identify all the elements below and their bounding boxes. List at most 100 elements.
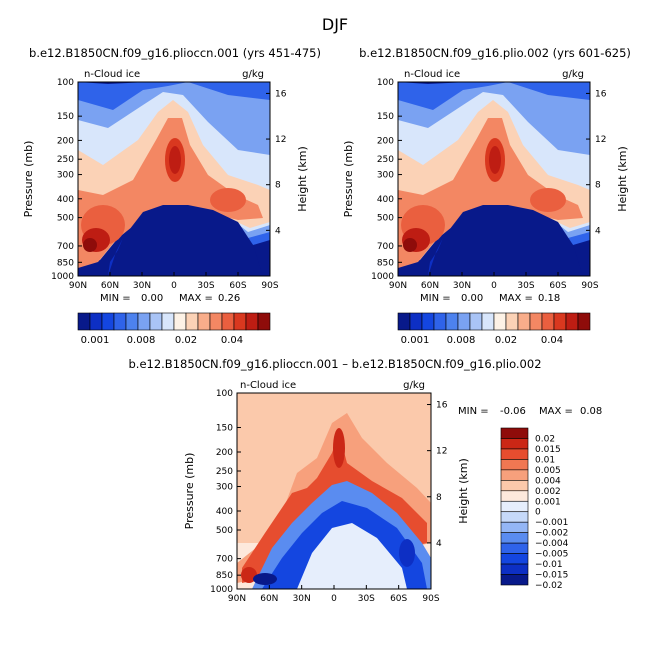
colorbar-swatch <box>433 312 447 331</box>
colorbar-swatch <box>137 312 151 331</box>
colorbar-swatch <box>173 312 187 331</box>
panel-diff-y2label: Height (km) <box>457 458 470 524</box>
panel-left-min-value: 0.00 <box>141 293 163 304</box>
x-tick-label: 60S <box>390 594 407 604</box>
panel-right-bar-label: 0.04 <box>541 335 563 346</box>
contour-region <box>78 118 263 268</box>
y2-tick-label: 12 <box>436 447 447 457</box>
panel-right-min-value: 0.00 <box>461 293 483 304</box>
panel-right-colorbar <box>397 312 591 331</box>
colorbar-swatch <box>113 312 127 331</box>
panel-left-bar-label: 0.001 <box>81 335 110 346</box>
panel-diff-ylabel: Pressure (mb) <box>183 453 196 530</box>
y-tick-label: 400 <box>57 195 74 205</box>
colorbar-swatch <box>125 312 139 331</box>
x-tick-label: 90N <box>228 594 246 604</box>
y2-tick-label: 12 <box>595 135 606 145</box>
colorbar-label: −0.005 <box>535 550 568 560</box>
y2-tick-label: 12 <box>275 135 286 145</box>
panel-diff-colorbar: 0.020.0150.010.0050.0040.0020.0010−0.001… <box>500 427 569 591</box>
contour-region <box>399 539 415 567</box>
panel-left-min-label: MIN = <box>100 293 131 304</box>
panel-right-max-label: MAX = <box>499 293 533 304</box>
colorbar-swatch <box>500 532 529 544</box>
colorbar-swatch <box>577 312 591 331</box>
colorbar-swatch <box>500 480 529 492</box>
y-tick-label: 250 <box>57 155 74 165</box>
colorbar-swatch <box>89 312 103 331</box>
contour-region <box>333 428 345 468</box>
x-tick-label: 90S <box>581 281 598 291</box>
colorbar-swatch <box>500 542 529 554</box>
contour-region <box>110 205 263 276</box>
y-tick-label: 700 <box>216 555 233 565</box>
y-tick-label: 100 <box>377 78 394 88</box>
panel-left-units: g/kg <box>242 69 264 80</box>
colorbar-swatch <box>197 312 211 331</box>
y-tick-label: 1000 <box>371 272 394 282</box>
panel-left-bar-label: 0.02 <box>175 335 197 346</box>
panel-left-max-value: 0.26 <box>218 293 240 304</box>
panel-diff-units: g/kg <box>403 380 425 391</box>
colorbar-label: 0 <box>535 508 541 518</box>
x-tick-label: 30S <box>517 281 534 291</box>
panel-left-colorbar <box>77 312 271 331</box>
colorbar-swatch <box>77 312 91 331</box>
y-tick-label: 200 <box>57 136 74 146</box>
y2-tick-label: 16 <box>595 89 607 99</box>
panel-diff-title: b.e12.B1850CN.f09_g16.plioccn.001 – b.e1… <box>128 357 541 371</box>
colorbar-swatch <box>500 490 529 502</box>
colorbar-swatch <box>529 312 543 331</box>
colorbar-swatch <box>469 312 483 331</box>
colorbar-swatch <box>209 312 223 331</box>
season-title: DJF <box>322 15 348 34</box>
y-tick-label: 300 <box>57 171 74 181</box>
colorbar-swatch <box>505 312 519 331</box>
colorbar-label: 0.01 <box>535 455 555 465</box>
colorbar-label: −0.01 <box>535 560 563 570</box>
panel-right-max-value: 0.18 <box>538 293 560 304</box>
y-tick-label: 300 <box>377 171 394 181</box>
contour-region <box>403 238 417 252</box>
colorbar-label: 0.004 <box>535 476 561 486</box>
x-tick-label: 60N <box>101 281 119 291</box>
panel-diff-max-value: 0.08 <box>580 406 602 417</box>
panel-right: b.e12.B1850CN.f09_g16.plio.002 (yrs 601-… <box>342 46 631 346</box>
panel-diff-axes: 90N 60N 30N 0 30S 60S 90S 100 150 200 250 300 400 500… <box>210 389 448 604</box>
contour-region <box>210 188 246 212</box>
colorbar-swatch <box>493 312 507 331</box>
colorbar-swatch <box>409 312 423 331</box>
y-tick-label: 1000 <box>51 272 74 282</box>
panel-right-y2label: Height (km) <box>616 146 629 212</box>
colorbar-swatch <box>500 511 529 523</box>
panel-right-bar-label: 0.008 <box>447 335 476 346</box>
colorbar-swatch <box>457 312 471 331</box>
colorbar-label: −0.004 <box>535 539 569 549</box>
contour-region <box>169 146 181 174</box>
x-tick-label: 0 <box>171 281 177 291</box>
colorbar-swatch <box>481 312 495 331</box>
x-tick-label: 60S <box>549 281 566 291</box>
panel-left-ylabel: Pressure (mb) <box>22 141 35 218</box>
y2-tick-label: 16 <box>275 89 287 99</box>
y2-tick-label: 4 <box>436 539 442 549</box>
y-tick-label: 1000 <box>210 585 233 595</box>
colorbar-swatch <box>500 459 529 471</box>
colorbar-swatch <box>233 312 247 331</box>
y-tick-label: 250 <box>216 467 233 477</box>
y-tick-label: 500 <box>57 214 74 224</box>
x-tick-label: 0 <box>331 594 337 604</box>
y-tick-label: 850 <box>216 571 233 581</box>
colorbar-swatch <box>500 469 529 481</box>
panel-left-y2label: Height (km) <box>296 146 309 212</box>
y-tick-label: 700 <box>57 242 74 252</box>
panel-diff: b.e12.B1850CN.f09_g16.plioccn.001 – b.e1… <box>128 357 602 604</box>
x-tick-label: 30N <box>293 594 311 604</box>
panel-right-bar-label: 0.001 <box>401 335 430 346</box>
contour-region <box>253 573 277 585</box>
panel-right-variable: n-Cloud ice <box>404 69 460 80</box>
x-tick-label: 60N <box>260 594 278 604</box>
colorbar-swatch <box>185 312 199 331</box>
contour-region <box>489 146 501 174</box>
colorbar-label: 0.005 <box>535 466 561 476</box>
